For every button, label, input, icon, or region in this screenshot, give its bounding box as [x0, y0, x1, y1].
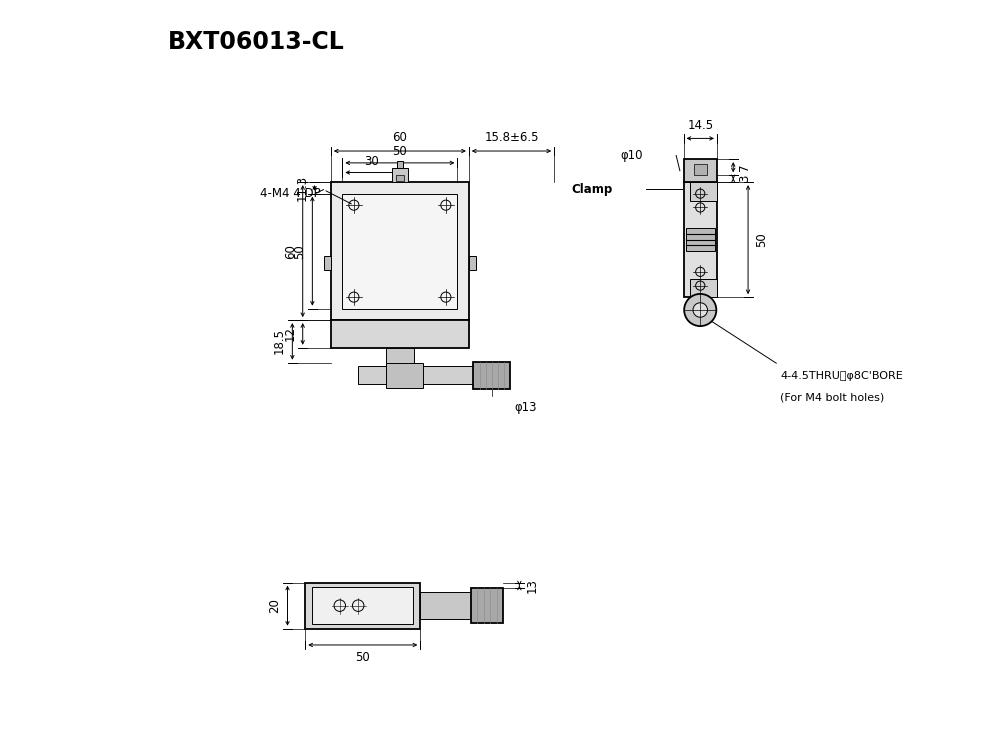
Bar [690, 279, 717, 297]
Bar [473, 362, 510, 389]
Text: 11.3: 11.3 [296, 175, 309, 201]
Text: Clamp: Clamp [572, 182, 613, 196]
Text: 50: 50 [293, 244, 306, 259]
Text: 4-M4 4 DP: 4-M4 4 DP [260, 187, 321, 200]
Bar [312, 587, 413, 624]
Text: 60: 60 [284, 244, 297, 259]
Bar [690, 182, 717, 200]
Text: φ10: φ10 [620, 149, 643, 162]
Text: (For M4 bolt holes): (For M4 bolt holes) [780, 393, 884, 403]
Text: 4-4.5THRU、φ8C'BORE: 4-4.5THRU、φ8C'BORE [780, 370, 903, 380]
Text: 15.8±6.5: 15.8±6.5 [484, 131, 539, 144]
Text: 50: 50 [393, 145, 407, 158]
Bar [392, 168, 408, 182]
Text: BXT06013-CL: BXT06013-CL [168, 30, 344, 54]
Text: 7: 7 [738, 164, 751, 171]
Text: 50: 50 [755, 232, 768, 247]
Text: φ13: φ13 [514, 400, 536, 414]
Bar [386, 363, 423, 388]
Bar [397, 161, 403, 168]
Bar [342, 194, 457, 308]
Bar [305, 583, 420, 628]
Bar [324, 256, 331, 269]
Bar [471, 589, 503, 623]
Bar [331, 320, 469, 348]
Circle shape [693, 303, 707, 317]
Text: 3: 3 [738, 175, 751, 182]
Bar [694, 164, 707, 176]
Text: 14.5: 14.5 [687, 118, 713, 132]
Bar [396, 176, 404, 181]
Bar [684, 182, 717, 297]
Text: 13: 13 [525, 578, 538, 593]
Circle shape [684, 294, 716, 326]
Text: 30: 30 [364, 155, 379, 168]
Bar [420, 592, 471, 620]
Text: 50: 50 [355, 651, 370, 664]
Bar [331, 182, 469, 320]
Bar [686, 228, 715, 251]
Text: 12: 12 [284, 326, 297, 341]
Bar [386, 348, 414, 366]
Bar [358, 366, 473, 385]
Bar [469, 256, 476, 269]
Bar [684, 159, 717, 182]
Text: 20: 20 [269, 598, 282, 613]
Text: 18.5: 18.5 [273, 328, 286, 355]
Text: 60: 60 [392, 131, 407, 144]
